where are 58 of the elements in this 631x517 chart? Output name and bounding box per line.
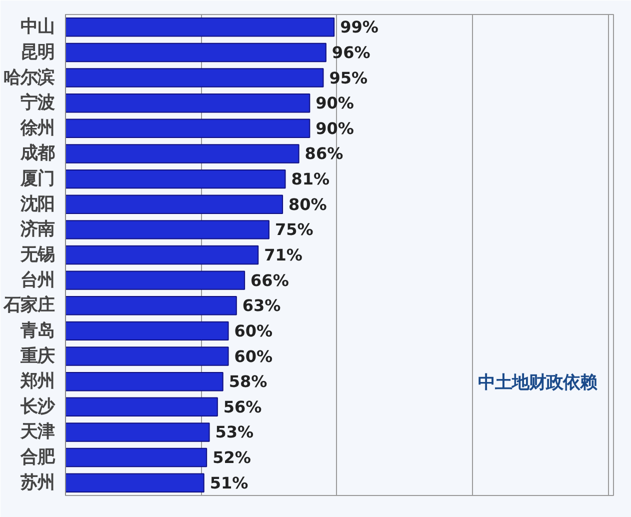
data-label: 58% bbox=[228, 372, 268, 392]
y-tick-label: 哈尔滨 bbox=[4, 68, 54, 88]
data-label: 56% bbox=[223, 397, 262, 416]
bar bbox=[66, 346, 229, 366]
data-label: 71% bbox=[264, 246, 302, 264]
y-tick-label: 郑州 bbox=[20, 372, 54, 392]
data-label: 75% bbox=[274, 220, 314, 240]
bar bbox=[66, 245, 259, 265]
bar bbox=[66, 42, 326, 62]
y-tick-label: 沈阳 bbox=[20, 194, 54, 214]
y-tick-label: 昆明 bbox=[20, 42, 54, 62]
bar bbox=[66, 473, 204, 492]
y-tick-label: 天津 bbox=[20, 422, 54, 442]
bar bbox=[66, 296, 237, 316]
data-label: 60% bbox=[234, 346, 273, 366]
data-label: 90% bbox=[316, 118, 354, 138]
data-label: 52% bbox=[212, 448, 251, 468]
y-tick-label: 厦门 bbox=[20, 169, 54, 190]
data-label: 95% bbox=[329, 68, 368, 88]
y-tick-label: 成都 bbox=[20, 144, 54, 164]
data-label: 96% bbox=[332, 42, 370, 62]
bar bbox=[66, 321, 229, 341]
bar bbox=[66, 270, 246, 290]
bar bbox=[66, 372, 224, 392]
bar bbox=[66, 118, 310, 138]
data-label: 99% bbox=[340, 18, 378, 37]
data-label: 53% bbox=[215, 422, 254, 442]
bar bbox=[66, 397, 218, 417]
y-tick-label: 宁波 bbox=[20, 93, 54, 114]
data-label: 80% bbox=[288, 194, 327, 214]
data-label: 63% bbox=[242, 296, 281, 316]
y-tick-label: 苏州 bbox=[20, 472, 54, 493]
data-label: 90% bbox=[316, 94, 354, 113]
bar bbox=[66, 93, 310, 113]
y-tick-label: 无锡 bbox=[20, 245, 54, 265]
bar bbox=[66, 448, 208, 468]
data-label: 60% bbox=[234, 321, 273, 340]
data-label: 81% bbox=[291, 170, 330, 189]
y-tick-label: 徐州 bbox=[20, 118, 54, 138]
y-tick-label: 长沙 bbox=[20, 396, 56, 417]
bar bbox=[66, 194, 284, 214]
y-tick-label: 台州 bbox=[20, 270, 54, 290]
bar bbox=[66, 18, 335, 37]
annotation: 中土地财政依赖 bbox=[478, 373, 598, 394]
bar bbox=[66, 169, 286, 189]
data-label: 51% bbox=[210, 473, 248, 492]
bar bbox=[66, 144, 300, 164]
bar bbox=[66, 68, 324, 88]
y-tick-label: 合肥 bbox=[20, 448, 56, 468]
data-label: 66% bbox=[250, 270, 289, 290]
y-tick-label: 青岛 bbox=[20, 320, 54, 341]
y-tick-label: 石家庄 bbox=[2, 296, 54, 316]
bar bbox=[66, 220, 270, 240]
data-label: 86% bbox=[304, 144, 344, 164]
y-tick-label: 济南 bbox=[20, 220, 54, 240]
y-tick-label: 重庆 bbox=[20, 346, 54, 366]
bar bbox=[66, 422, 210, 442]
y-tick-label: 中山 bbox=[20, 17, 54, 38]
